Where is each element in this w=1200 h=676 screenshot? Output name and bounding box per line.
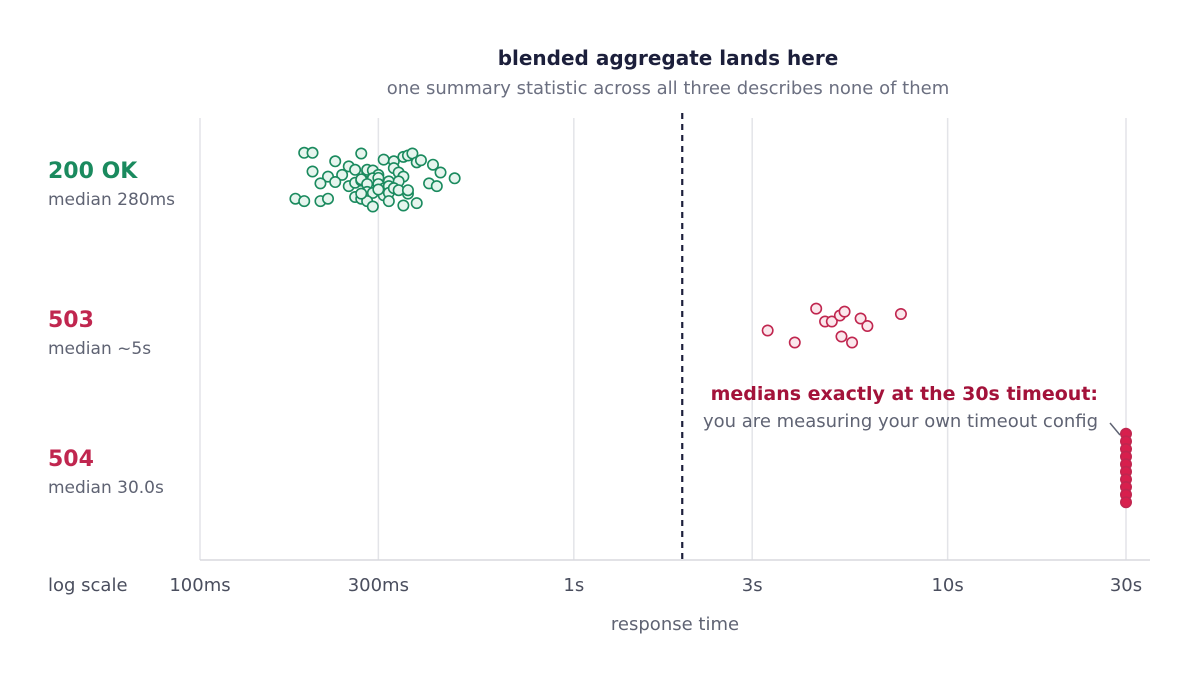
data-point (430, 180, 443, 193)
data-point (355, 147, 368, 160)
data-point (401, 184, 414, 197)
category-label: 503 (48, 308, 94, 333)
data-point (306, 146, 319, 159)
data-point (835, 330, 848, 343)
data-point (426, 158, 439, 171)
data-points (289, 146, 1133, 509)
data-point (329, 155, 342, 168)
data-point (788, 336, 801, 349)
category-median-label: median ~5s (48, 339, 151, 359)
data-point (329, 176, 342, 189)
category-label: 200 OK (48, 159, 138, 184)
data-point (366, 200, 379, 213)
data-point (434, 166, 447, 179)
x-axis-label: response time (611, 614, 739, 635)
data-point (377, 153, 390, 166)
annotation-leader-line (1109, 422, 1121, 436)
x-tick-label: 30s (1110, 575, 1142, 596)
x-tick-label: 10s (931, 575, 963, 596)
data-point (349, 163, 362, 176)
data-point (397, 199, 410, 212)
data-point (838, 305, 851, 318)
data-point (336, 168, 349, 181)
data-point (810, 302, 823, 315)
data-point (306, 165, 319, 178)
category-label: 504 (48, 447, 94, 472)
data-point (861, 319, 874, 332)
data-point (448, 172, 461, 185)
gridlines (199, 118, 1127, 560)
x-tick-label: 3s (742, 575, 763, 596)
data-point (894, 307, 907, 320)
chart-subtitle: one summary statistic across all three d… (387, 78, 950, 99)
x-tick-label: 300ms (348, 575, 409, 596)
category-labels: 200 OK median 280ms 503 median ~5s 504 median… (48, 159, 175, 498)
chart-title: blended aggregate lands here (498, 46, 839, 70)
data-point (314, 177, 327, 190)
x-tick-label: 1s (563, 575, 584, 596)
data-point (410, 197, 423, 210)
timeout-annotation-heading: medians exactly at the 30s timeout: (711, 383, 1098, 405)
data-point (846, 336, 859, 349)
data-point (1120, 496, 1133, 509)
data-point (382, 195, 395, 208)
category-median-label: median 30.0s (48, 478, 164, 498)
x-tick-labels: 100ms 300ms 1s 3s 10s 30s (169, 575, 1142, 596)
data-point (322, 192, 335, 205)
scale-label: log scale (48, 575, 128, 596)
data-point (298, 195, 311, 208)
data-point (355, 187, 368, 200)
timeout-annotation-text: you are measuring your own timeout confi… (703, 411, 1098, 432)
data-point (414, 154, 427, 167)
data-point (372, 183, 385, 196)
data-point (854, 312, 867, 325)
data-point (761, 324, 774, 337)
data-point (825, 315, 838, 328)
x-tick-label: 100ms (169, 575, 230, 596)
category-median-label: median 280ms (48, 190, 175, 210)
